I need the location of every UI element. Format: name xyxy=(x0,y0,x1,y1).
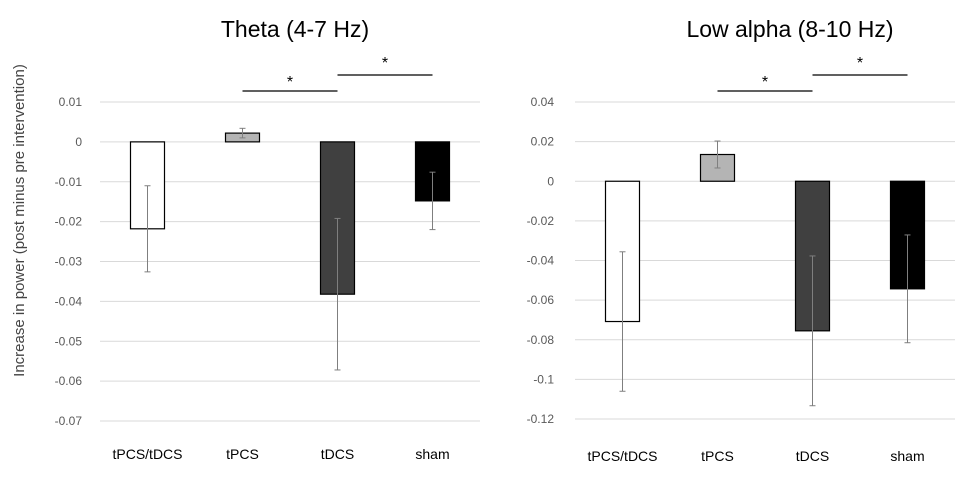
error-bar xyxy=(144,185,151,273)
y-tick-label: 0.01 xyxy=(59,95,83,109)
chart-panel-0: Theta (4-7 Hz) 0.01 0 -0.01 -0.02 -0.03 -0.04 -… xyxy=(55,16,480,462)
y-tick-label: -0.02 xyxy=(55,215,83,229)
significance-star: * xyxy=(287,74,293,91)
y-tick-label: -0.04 xyxy=(527,254,555,268)
y-tick-label: -0.06 xyxy=(55,374,83,388)
x-category-label: tDCS xyxy=(321,446,354,462)
y-tick-label: -0.02 xyxy=(527,214,555,228)
y-tick-label: 0.04 xyxy=(531,95,555,109)
chart-title: Low alpha (8-10 Hz) xyxy=(686,16,893,42)
significance-star: * xyxy=(857,55,863,72)
x-category-label: tPCS xyxy=(226,446,259,462)
error-bar xyxy=(429,171,436,231)
x-category-label: sham xyxy=(890,448,924,464)
y-tick-label: 0 xyxy=(547,174,554,188)
x-category-label: tPCS/tDCS xyxy=(112,446,182,462)
y-tick-label: -0.1 xyxy=(533,372,554,386)
y-tick-label: -0.07 xyxy=(55,414,83,428)
error-bar xyxy=(619,251,626,392)
y-tick-label: -0.05 xyxy=(55,334,83,348)
error-bar xyxy=(809,255,816,407)
chart-title: Theta (4-7 Hz) xyxy=(221,16,369,42)
y-tick-label: -0.01 xyxy=(55,175,83,189)
chart-panel-1: Low alpha (8-10 Hz) 0.04 0.02 0 -0.02 -0.04 -0… xyxy=(527,16,955,464)
y-tick-label: -0.03 xyxy=(55,255,83,269)
x-category-label: tDCS xyxy=(796,448,829,464)
y-tick-label: -0.08 xyxy=(527,333,555,347)
x-category-label: tPCS/tDCS xyxy=(587,448,657,464)
y-tick-label: 0 xyxy=(75,135,82,149)
y-tick-label: -0.06 xyxy=(527,293,555,307)
y-tick-label: -0.12 xyxy=(527,412,555,426)
error-bar xyxy=(334,217,341,371)
error-bar xyxy=(239,127,246,139)
y-tick-label: 0.02 xyxy=(531,135,555,149)
significance-star: * xyxy=(382,55,388,72)
error-bar xyxy=(714,140,721,169)
significance-star: * xyxy=(762,74,768,91)
x-category-label: tPCS xyxy=(701,448,734,464)
x-category-label: sham xyxy=(415,446,449,462)
error-bar xyxy=(904,234,911,344)
y-tick-label: -0.04 xyxy=(55,294,83,308)
